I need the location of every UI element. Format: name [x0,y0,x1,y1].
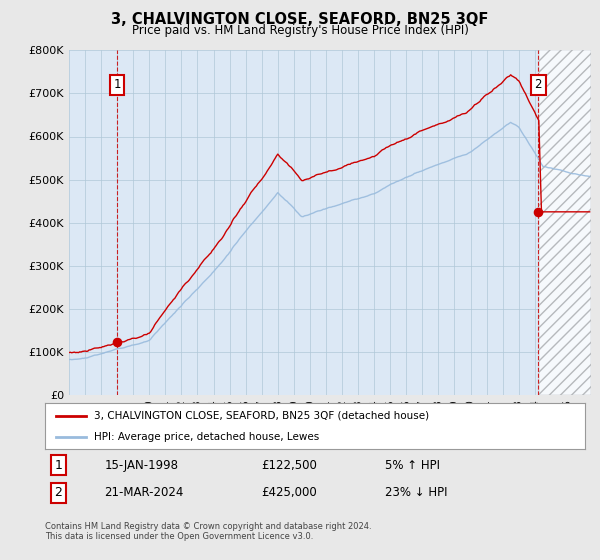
Point [112,338,122,347]
Text: £122,500: £122,500 [261,459,317,472]
Text: Contains HM Land Registry data © Crown copyright and database right 2024.
This d: Contains HM Land Registry data © Crown c… [45,522,371,542]
Text: 2: 2 [55,487,62,500]
Text: 23% ↓ HPI: 23% ↓ HPI [385,487,448,500]
Text: 21-MAR-2024: 21-MAR-2024 [104,487,184,500]
Text: 2: 2 [535,78,542,91]
Text: 1: 1 [55,459,62,472]
Text: Price paid vs. HM Land Registry's House Price Index (HPI): Price paid vs. HM Land Registry's House … [131,24,469,37]
Text: £425,000: £425,000 [261,487,317,500]
Text: 1: 1 [113,78,121,91]
Text: 3, CHALVINGTON CLOSE, SEAFORD, BN25 3QF (detached house): 3, CHALVINGTON CLOSE, SEAFORD, BN25 3QF … [94,410,429,421]
Point [533,207,543,216]
Text: 3, CHALVINGTON CLOSE, SEAFORD, BN25 3QF: 3, CHALVINGTON CLOSE, SEAFORD, BN25 3QF [112,12,488,27]
Text: HPI: Average price, detached house, Lewes: HPI: Average price, detached house, Lewe… [94,432,319,442]
Text: 15-JAN-1998: 15-JAN-1998 [104,459,178,472]
Text: 5% ↑ HPI: 5% ↑ HPI [385,459,440,472]
